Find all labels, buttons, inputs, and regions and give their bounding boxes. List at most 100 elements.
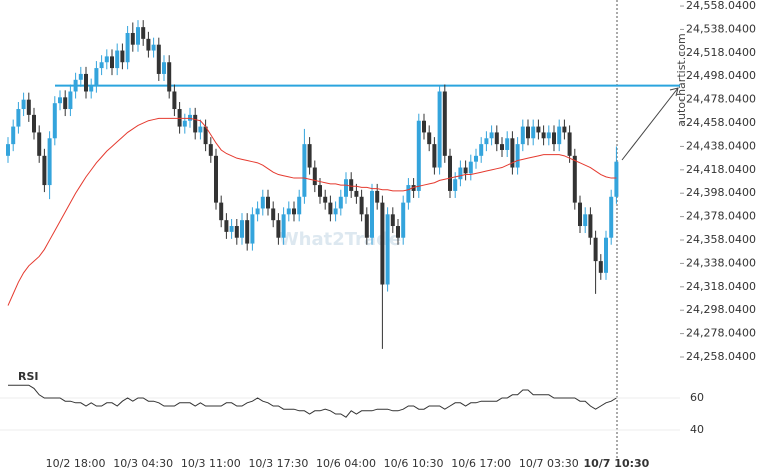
candle-body <box>182 120 187 127</box>
candle-body <box>370 190 374 238</box>
candle-body <box>614 161 619 197</box>
candle-body <box>68 91 73 110</box>
candle-body <box>422 120 426 133</box>
candle-body <box>552 132 556 145</box>
candle-body <box>11 126 16 145</box>
candle-body <box>401 202 406 238</box>
y-tick-label: 24,538.0400 <box>686 22 756 35</box>
candle-body <box>73 79 78 92</box>
candle-body <box>32 114 36 133</box>
candle-body <box>604 237 608 273</box>
x-tick-label: 10/7 03:30 <box>519 457 579 470</box>
indicator-tick-label: 40 <box>690 423 704 436</box>
y-tick-label: 24,478.0400 <box>686 93 756 106</box>
candle-body <box>136 27 140 45</box>
candle-body <box>359 196 364 215</box>
y-tick-label: 24,398.0400 <box>686 186 756 199</box>
candle-body <box>526 126 530 139</box>
candle-body <box>177 109 182 127</box>
candle-body <box>323 196 328 203</box>
x-tick-label: 10/6 17:00 <box>451 457 511 470</box>
x-tick-label: 10/6 04:00 <box>316 457 376 470</box>
candle-body <box>364 214 369 238</box>
candle-body <box>479 144 484 156</box>
moving-average <box>7 117 617 306</box>
y-tick-label: 24,258.0400 <box>686 350 756 363</box>
candle-body <box>302 144 307 197</box>
candle-body <box>609 196 614 238</box>
candle-body <box>130 32 135 45</box>
candle-body <box>572 155 577 203</box>
candle-body <box>344 179 348 197</box>
candle-body <box>208 144 213 156</box>
candle-body <box>89 85 94 92</box>
candle-body <box>120 50 125 63</box>
candle-body <box>474 155 478 162</box>
y-tick-label: 24,458.0400 <box>686 116 756 129</box>
candle-body <box>6 144 10 156</box>
candle-body <box>396 226 400 238</box>
annotation-arrow <box>621 87 679 161</box>
candle-body <box>567 132 572 156</box>
x-tick-label: 10/3 17:30 <box>248 457 308 470</box>
candle-body <box>453 179 458 191</box>
indicator-tick-label: 60 <box>690 391 704 404</box>
candle-body <box>271 208 276 221</box>
y-tick-label: 24,358.0400 <box>686 233 756 246</box>
candle-body <box>489 132 494 139</box>
candle-body <box>427 132 432 145</box>
candle-body <box>333 208 338 215</box>
candle-body <box>219 202 224 221</box>
y-tick-label: 24,278.0400 <box>686 327 756 340</box>
y-tick-label: 24,558.0400 <box>686 0 756 12</box>
x-tick-label: 10/3 04:30 <box>113 457 173 470</box>
candle-body <box>276 220 281 238</box>
candle-body <box>125 32 130 63</box>
candle-body <box>578 202 582 227</box>
candle-body <box>500 144 504 150</box>
candle-body <box>385 214 390 285</box>
candle-body <box>458 167 463 180</box>
candle-body <box>546 132 551 139</box>
candle-body <box>203 126 208 145</box>
candle-body <box>297 196 302 215</box>
candle-body <box>266 196 270 209</box>
candle-body <box>338 196 343 209</box>
candle-body <box>255 208 260 215</box>
x-tick-label: 10/3 11:00 <box>181 457 241 470</box>
candle-body <box>328 202 333 215</box>
candle-body <box>557 126 562 145</box>
candle-body <box>167 62 172 92</box>
candle-body <box>416 120 421 191</box>
candle-body <box>520 126 525 145</box>
candle-body <box>510 138 515 168</box>
y-tick-label: 24,438.0400 <box>686 139 756 152</box>
candle-body <box>94 68 99 86</box>
candle-body <box>193 114 198 133</box>
candle-body <box>110 56 114 69</box>
candle-body <box>318 185 322 197</box>
y-tick-label: 24,518.0400 <box>686 46 756 59</box>
candle-body <box>42 155 47 186</box>
candle-body <box>172 91 177 110</box>
indicator-line <box>8 384 617 418</box>
candle-body <box>312 167 317 186</box>
candle-body <box>58 97 62 104</box>
candle-body <box>198 126 203 133</box>
candle-body <box>26 99 31 115</box>
candle-body <box>146 38 151 51</box>
x-tick-label: 10/7 10:30 <box>583 457 649 470</box>
source-label: autochartist.com <box>675 33 688 126</box>
candle-body <box>593 237 598 262</box>
candle-body <box>156 44 161 74</box>
y-tick-label: 24,338.0400 <box>686 256 756 269</box>
candle-body <box>104 56 109 63</box>
candle-body <box>432 144 437 168</box>
candle-body <box>84 73 88 92</box>
candle-body <box>583 214 588 227</box>
candle-body <box>37 132 42 156</box>
candle-body <box>245 220 250 244</box>
candle-body <box>286 208 291 215</box>
candle-body <box>16 109 21 127</box>
